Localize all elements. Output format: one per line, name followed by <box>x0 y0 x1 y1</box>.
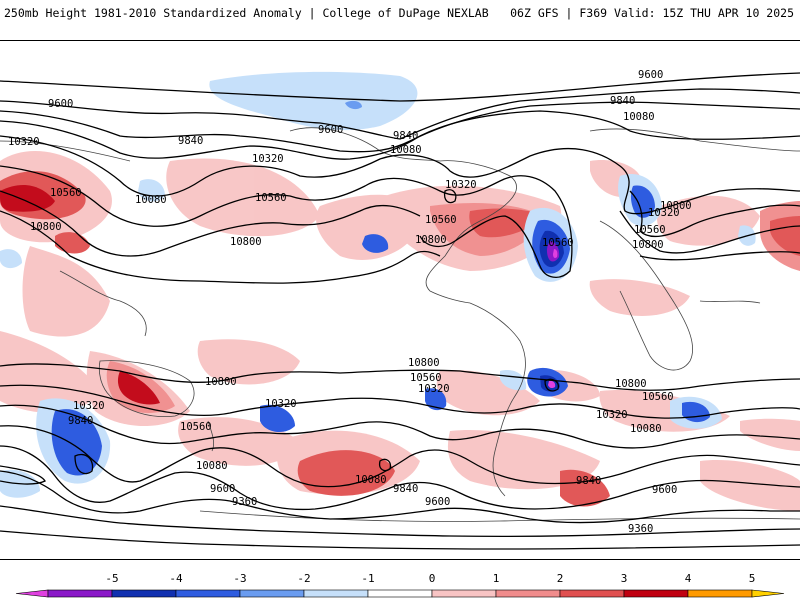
contour-label: 9840 <box>393 130 418 142</box>
contour-label: 10800 <box>230 236 262 248</box>
colorbar-swatch <box>367 589 433 598</box>
colorbar-swatch <box>751 589 785 598</box>
contour-label: 10560 <box>642 391 674 403</box>
colorbar-swatch <box>47 589 113 598</box>
colorbar-tick-label: 3 <box>621 572 628 585</box>
contour-label: 9600 <box>318 124 343 136</box>
contour-label: 10080 <box>196 460 228 472</box>
contour-label: 9360 <box>232 496 257 508</box>
colorbar-tick-label: -3 <box>233 572 246 585</box>
colorbar-swatch <box>15 589 49 598</box>
colorbar-tick-label: -4 <box>169 572 183 585</box>
contour-label: 10800 <box>408 357 440 369</box>
contour-label: 9600 <box>210 483 235 495</box>
colorbar-tick-label: -2 <box>297 572 310 585</box>
colorbar-swatch <box>175 589 241 598</box>
colorbar-tick-label: 1 <box>493 572 500 585</box>
contour-label: 10560 <box>634 224 666 236</box>
contour-label: 10320 <box>596 409 628 421</box>
header-title: 250mb Height 1981-2010 Standardized Anom… <box>4 6 489 20</box>
contour-label: 10560 <box>542 237 574 249</box>
colorbar-swatch <box>431 589 497 598</box>
colorbar-tick-label: 4 <box>685 572 692 585</box>
contour-label: 10320 <box>265 398 297 410</box>
contour-label: 10800 <box>205 376 237 388</box>
colorbar-swatch <box>495 589 561 598</box>
contour-label: 9600 <box>48 98 73 110</box>
contour-label: 10080 <box>355 474 387 486</box>
contour-label: 9840 <box>178 135 203 147</box>
contour-label: 9600 <box>652 484 677 496</box>
colorbar-tick-label: -5 <box>105 572 118 585</box>
coastlines <box>0 127 800 522</box>
contour-label: 10320 <box>648 207 680 219</box>
contour-label: 10800 <box>415 234 447 246</box>
colorbar-swatch <box>559 589 625 598</box>
contour-label: 10320 <box>252 153 284 165</box>
contour-label: 9360 <box>628 523 653 535</box>
colorbar-swatch <box>239 589 305 598</box>
contour-label: 10560 <box>410 372 442 384</box>
height-contours <box>0 72 800 550</box>
contour-label: 10800 <box>615 378 647 390</box>
colorbar-swatch <box>303 589 369 598</box>
contour-label: 10560 <box>255 192 287 204</box>
colorbar-swatches <box>15 589 785 598</box>
contour-label: 10560 <box>50 187 82 199</box>
colorbar-swatch <box>111 589 177 598</box>
contour-label: 10320 <box>73 400 105 412</box>
contour-label: 9840 <box>610 95 635 107</box>
contour-label: 10080 <box>623 111 655 123</box>
contour-label: 10080 <box>390 144 422 156</box>
contour-label: 10320 <box>445 179 477 191</box>
colorbar-svg: -5 -4 -3 -2 -1 0 1 2 3 4 5 <box>15 572 785 598</box>
colorbar-tick-label: 2 <box>557 572 564 585</box>
contour-label: 10800 <box>632 239 664 251</box>
colorbar: -5 -4 -3 -2 -1 0 1 2 3 4 5 <box>0 568 800 600</box>
anomaly-map: 9600 9600 9600 9840 9840 9840 10080 1008… <box>0 69 800 550</box>
contour-label: 10320 <box>418 383 450 395</box>
colorbar-swatch <box>623 589 689 598</box>
colorbar-tick-label: 0 <box>429 572 436 585</box>
colorbar-tick-labels: -5 -4 -3 -2 -1 0 1 2 3 4 5 <box>105 572 755 585</box>
map-panel: 9600 9600 9600 9840 9840 9840 10080 1008… <box>0 40 800 560</box>
header-model-info: 06Z GFS | F369 Valid: 15Z THU APR 10 202… <box>510 6 794 20</box>
contour-label: 10320 <box>8 136 40 148</box>
contour-label: 9840 <box>393 483 418 495</box>
contour-label-group: 9600 9600 9600 9840 9840 9840 10080 1008… <box>8 69 692 535</box>
contour-label: 9600 <box>638 69 663 81</box>
contour-label: 9600 <box>425 496 450 508</box>
contour-label: 10800 <box>30 221 62 233</box>
colorbar-swatch <box>687 589 753 598</box>
colorbar-tick-label: 5 <box>749 572 756 585</box>
contour-label: 10560 <box>180 421 212 433</box>
contour-label: 10800 <box>660 200 692 212</box>
contour-label: 10080 <box>630 423 662 435</box>
colorbar-tick-label: -1 <box>361 572 374 585</box>
contour-label: 9840 <box>576 475 601 487</box>
contour-label: 9840 <box>68 415 93 427</box>
contour-label: 10080 <box>135 194 167 206</box>
contour-label: 10560 <box>425 214 457 226</box>
